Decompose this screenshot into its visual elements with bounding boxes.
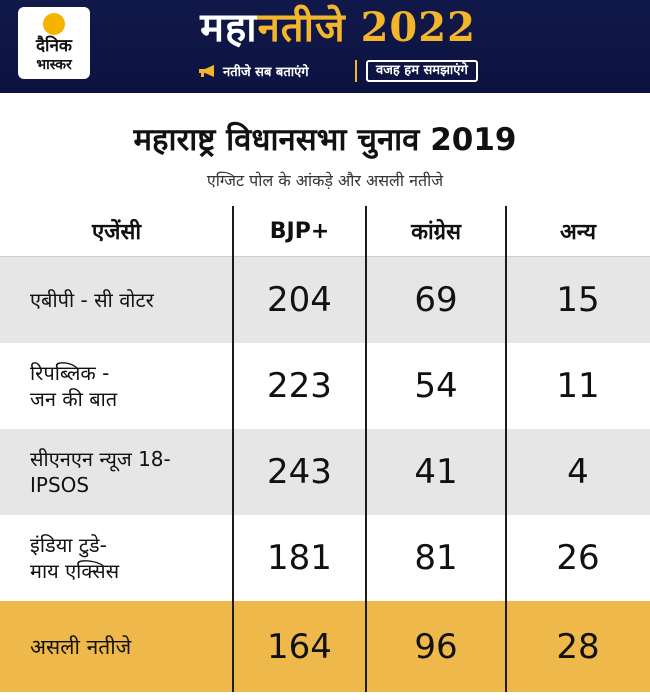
exit-poll-table: एजेंसी BJP+ कांग्रेस अन्य एबीपी - सी वोट… xyxy=(0,206,650,692)
table-row: एबीपी - सी वोटर 204 69 15 xyxy=(0,257,650,343)
bjp-value: 223 xyxy=(267,366,332,406)
agency-cell: रिपब्लिक - जन की बात xyxy=(0,343,233,429)
congress-value: 69 xyxy=(414,280,458,320)
table-row: इंडिया टुडे- माय एक्सिस 181 81 26 xyxy=(0,515,650,601)
page-title: महाराष्ट्र विधानसभा चुनाव 2019 xyxy=(133,122,517,158)
header-divider xyxy=(0,256,650,257)
sun-icon xyxy=(43,13,65,35)
brand-title-part1: महा xyxy=(200,4,258,51)
dainik-bhaskar-logo[interactable]: दैनिक भास्कर xyxy=(18,7,90,79)
tagline-divider xyxy=(355,60,357,82)
column-header-others: अन्य xyxy=(559,220,597,245)
brand-title-year: 2022 xyxy=(360,4,476,51)
table-row: रिपब्लिक - जन की बात 223 54 11 xyxy=(0,343,650,429)
agency-name-line1: सीएनएन न्यूज 18- xyxy=(30,447,171,471)
column-divider xyxy=(505,206,507,692)
congress-value: 54 xyxy=(414,366,458,406)
agency-name-line2: IPSOS xyxy=(30,473,90,497)
agency-cell: एबीपी - सी वोटर xyxy=(0,257,233,343)
agency-name-line1: इंडिया टुडे- xyxy=(30,533,107,557)
others-value: 15 xyxy=(556,280,600,320)
others-value: 11 xyxy=(556,366,600,406)
tagline-right: वजह हम समझाएंगे xyxy=(366,60,478,82)
column-divider xyxy=(232,206,234,692)
page-subtitle: एग्जिट पोल के आंकड़े और असली नतीजे xyxy=(206,171,444,190)
others-value: 26 xyxy=(556,538,600,578)
congress-value: 41 xyxy=(414,452,458,492)
agency-name-line2: माय एक्सिस xyxy=(30,559,120,583)
bjp-value: 243 xyxy=(267,452,332,492)
header-banner: दैनिक भास्कर महानतीजे 2022 नतीजे सब बताए… xyxy=(0,0,650,93)
others-result-value: 28 xyxy=(556,626,600,667)
logo-text-line1: दैनिक xyxy=(36,36,72,56)
megaphone-icon xyxy=(199,65,214,77)
agency-cell: सीएनएन न्यूज 18- IPSOS xyxy=(0,429,233,515)
congress-result-value: 96 xyxy=(414,626,458,667)
agency-cell: इंडिया टुडे- माय एक्सिस xyxy=(0,515,233,601)
bjp-value: 181 xyxy=(267,538,332,578)
column-header-congress: कांग्रेस xyxy=(411,220,461,245)
congress-value: 81 xyxy=(414,538,458,578)
column-header-bjp: BJP+ xyxy=(269,218,330,244)
brand-title-part2: नतीजे xyxy=(257,4,346,51)
tagline-left: नतीजे सब बताएंगे xyxy=(198,60,309,82)
actual-result-row: असली नतीजे 164 96 28 xyxy=(0,601,650,692)
bjp-result-value: 164 xyxy=(267,626,332,667)
agency-name-line1: रिपब्लिक - xyxy=(30,361,110,385)
table-row: सीएनएन न्यूज 18- IPSOS 243 41 4 xyxy=(0,429,650,515)
column-header-agency: एजेंसी xyxy=(91,220,142,245)
agency-name-line2: जन की बात xyxy=(30,387,118,411)
result-label: असली नतीजे xyxy=(30,634,132,659)
bjp-value: 204 xyxy=(267,280,332,320)
logo-text-line2: भास्कर xyxy=(36,57,72,73)
brand-title: महानतीजे 2022 xyxy=(168,2,508,54)
tagline-left-text: नतीजे सब बताएंगे xyxy=(223,65,309,80)
column-divider xyxy=(365,206,367,692)
table-header-row: एजेंसी BJP+ कांग्रेस अन्य xyxy=(0,206,650,256)
agency-name-line1: एबीपी - सी वोटर xyxy=(30,288,154,312)
others-value: 4 xyxy=(567,452,589,492)
